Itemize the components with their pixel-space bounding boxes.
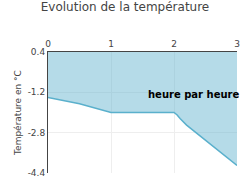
- svg-text:-2.8: -2.8: [28, 128, 46, 138]
- svg-text:3: 3: [234, 39, 240, 49]
- svg-text:2: 2: [171, 39, 177, 49]
- svg-text:0.4: 0.4: [31, 47, 46, 57]
- svg-text:0: 0: [45, 39, 51, 49]
- svg-text:Température en °C: Température en °C: [13, 70, 23, 156]
- svg-text:-4.4: -4.4: [28, 168, 46, 178]
- svg-text:1: 1: [108, 39, 114, 49]
- svg-text:-1.2: -1.2: [28, 87, 46, 97]
- svg-text:heure par heure: heure par heure: [148, 89, 239, 100]
- svg-text:Evolution de la température: Evolution de la température: [41, 0, 210, 14]
